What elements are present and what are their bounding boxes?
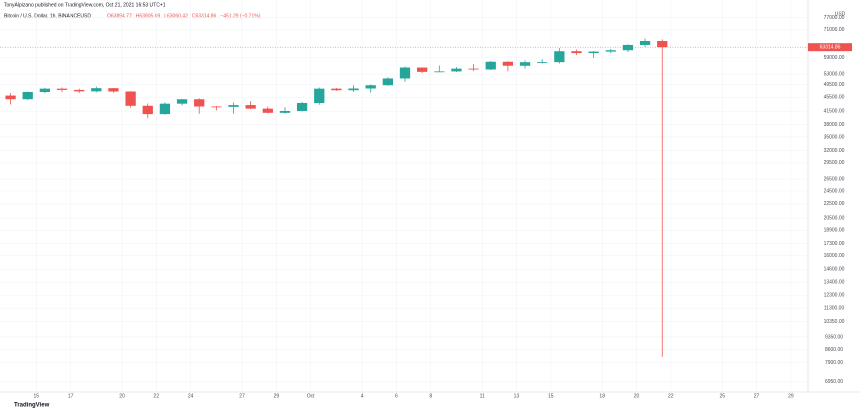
y-tick-label: 12300.00 [824, 293, 845, 299]
candle-body [262, 108, 273, 113]
x-tick-label: 24 [188, 393, 194, 399]
candle-body [296, 102, 308, 111]
candle-body [365, 85, 376, 89]
x-tick-label: 18 [599, 393, 605, 399]
candle-body [382, 78, 393, 86]
y-tick-label: 10350.00 [824, 319, 845, 325]
candle-body [502, 61, 514, 66]
y-tick-label: 11300.00 [824, 306, 845, 312]
y-tick-label: 20500.00 [824, 215, 845, 221]
x-tick-label: Oct [307, 393, 315, 399]
y-tick-label: 38000.00 [824, 122, 845, 128]
y-tick-label: 17300.00 [824, 241, 845, 247]
candle-body [348, 88, 359, 91]
y-tick-label: 7900.00 [825, 360, 843, 366]
candle-body [74, 89, 85, 92]
candle-body [5, 95, 16, 100]
x-tick-label: 29 [788, 393, 794, 399]
x-tick-label: 25 [719, 393, 725, 399]
y-tick-label: 6950.00 [825, 379, 843, 385]
y-tick-label: 77000.00 [824, 15, 845, 21]
y-tick-label: 59000.00 [824, 55, 845, 61]
candle-body [468, 68, 479, 70]
candle-body [331, 88, 342, 91]
candle-body [554, 51, 565, 63]
x-tick-label: 17 [68, 393, 74, 399]
y-tick-label: 9350.00 [825, 334, 843, 340]
candle-body [56, 88, 68, 90]
y-tick-label: 71000.00 [824, 27, 845, 33]
candle-body [142, 105, 153, 115]
y-tick-label: 41500.00 [824, 108, 845, 114]
y-tick-label: 13400.00 [824, 280, 845, 286]
last-price-box [808, 43, 852, 52]
y-tick-label: 14600.00 [824, 267, 845, 273]
y-tick-label: 8600.00 [825, 347, 843, 353]
candle-body [434, 71, 445, 73]
x-tick-label: 20 [119, 393, 125, 399]
symbol-title: Bitcoin / U.S. Dollar, 1h, BINANCEUSD [4, 13, 91, 19]
candle-body [228, 105, 239, 107]
y-tick-label: 26500.00 [824, 176, 845, 182]
ohlc-value: −451.29 (−0.71%) [220, 13, 260, 19]
y-tick-label: 35000.00 [824, 134, 845, 140]
candle-body [159, 103, 171, 115]
candle-body [279, 110, 291, 113]
y-tick-label: 18900.00 [824, 228, 845, 234]
candle-body [22, 91, 33, 100]
candle-body [39, 88, 51, 92]
y-tick-label: 24500.00 [824, 188, 845, 194]
y-tick-label: 45500.00 [824, 95, 845, 101]
x-tick-label: 27 [754, 393, 760, 399]
candle-body [417, 67, 428, 72]
candle-body [588, 51, 599, 54]
candle-body [639, 40, 651, 45]
y-tick-label: 49500.00 [824, 82, 845, 88]
candle-body [125, 91, 136, 106]
y-tick-label: 22500.00 [824, 201, 845, 207]
candle-body [91, 88, 102, 92]
candle-body [485, 61, 496, 70]
x-tick-label: 15 [34, 393, 40, 399]
x-tick-label: 13 [514, 393, 520, 399]
x-tick-label: 8 [429, 393, 432, 399]
ohlc-value: L63060.42 [164, 13, 188, 19]
candle-body [622, 44, 634, 51]
x-tick-label: 29 [274, 393, 280, 399]
x-tick-label: 6 [395, 393, 398, 399]
candle-body [211, 106, 222, 108]
candle-body [176, 99, 188, 104]
x-tick-label: 4 [361, 393, 364, 399]
ohlc-value: C63314.86 [192, 13, 217, 19]
y-tick-label: 29500.00 [824, 160, 845, 166]
y-tick-label: 32000.00 [824, 148, 845, 154]
candle-body [245, 105, 256, 109]
y-tick-label: 16000.00 [824, 253, 845, 259]
candle-body [519, 62, 531, 66]
candle-body [108, 88, 119, 92]
currency: USD [835, 11, 846, 17]
logo: TradingView [14, 403, 50, 409]
candle-body [605, 50, 616, 52]
ohlc-value: O63894.77 [107, 13, 132, 19]
candle-body [314, 88, 325, 103]
x-tick-label: 15 [548, 393, 554, 399]
x-tick-label: 11 [480, 393, 485, 399]
publish-header: TonyAlpizano published on TradingView.co… [4, 2, 166, 8]
candle-body [451, 68, 462, 72]
y-tick-label: 53000.00 [824, 71, 845, 77]
ohlc-value: H63905.69 [136, 13, 161, 19]
candle-body [399, 67, 411, 79]
candle-body [571, 51, 582, 54]
last-price-label: 63314.86 [820, 45, 841, 51]
candle-body [537, 62, 548, 63]
x-tick-label: 27 [239, 393, 245, 399]
x-tick-label: 22 [154, 393, 160, 399]
candle-body [194, 99, 205, 107]
x-tick-label: 22 [668, 393, 674, 399]
x-tick-label: 20 [634, 393, 640, 399]
candle-body [657, 40, 668, 48]
